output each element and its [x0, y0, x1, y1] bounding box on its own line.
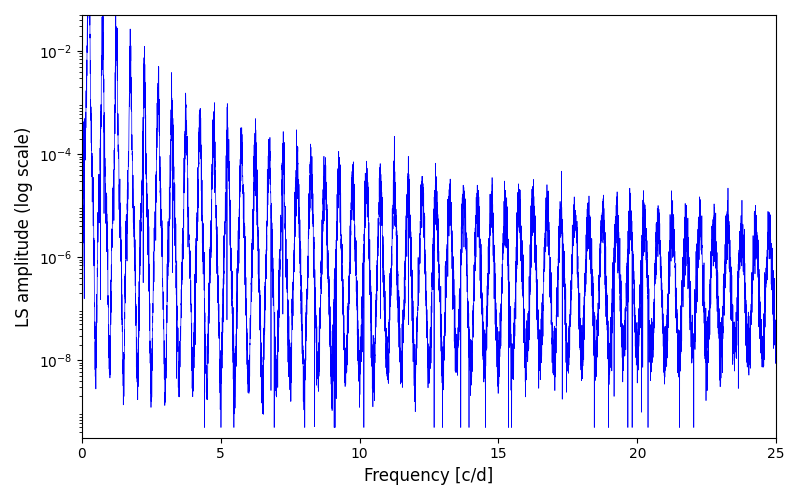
X-axis label: Frequency [c/d]: Frequency [c/d]	[364, 467, 494, 485]
Y-axis label: LS amplitude (log scale): LS amplitude (log scale)	[15, 126, 33, 326]
